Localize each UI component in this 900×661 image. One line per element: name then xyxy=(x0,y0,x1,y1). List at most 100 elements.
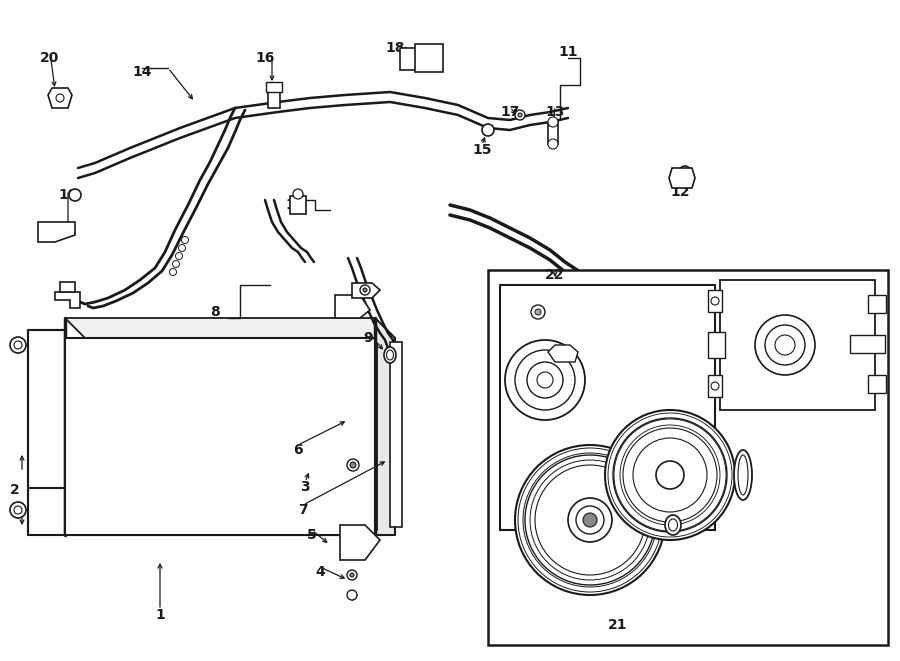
Bar xyxy=(488,270,888,645)
Circle shape xyxy=(350,573,354,577)
Circle shape xyxy=(515,110,525,120)
Polygon shape xyxy=(60,282,75,292)
Text: 4: 4 xyxy=(315,565,325,579)
Circle shape xyxy=(10,337,26,353)
Circle shape xyxy=(482,124,494,136)
Ellipse shape xyxy=(681,170,689,180)
Polygon shape xyxy=(65,318,395,338)
Text: 3: 3 xyxy=(301,480,310,494)
Text: 10: 10 xyxy=(285,198,305,212)
Circle shape xyxy=(537,372,553,388)
Polygon shape xyxy=(548,345,578,362)
Circle shape xyxy=(363,288,367,292)
Bar xyxy=(720,280,875,410)
Ellipse shape xyxy=(665,515,681,535)
Text: 12: 12 xyxy=(670,185,689,199)
Text: 2: 2 xyxy=(10,483,20,497)
Circle shape xyxy=(515,445,665,595)
Circle shape xyxy=(176,253,183,260)
Text: 14: 14 xyxy=(132,65,152,79)
Bar xyxy=(400,48,418,70)
Circle shape xyxy=(293,189,303,199)
Text: 23: 23 xyxy=(608,561,627,575)
Circle shape xyxy=(535,465,645,575)
Bar xyxy=(290,196,306,214)
Circle shape xyxy=(178,245,185,251)
Circle shape xyxy=(583,513,597,527)
Text: 16: 16 xyxy=(256,51,274,65)
Circle shape xyxy=(656,461,684,489)
Polygon shape xyxy=(48,88,72,108)
Circle shape xyxy=(775,335,795,355)
Circle shape xyxy=(755,315,815,375)
Circle shape xyxy=(360,285,370,295)
Circle shape xyxy=(613,418,727,532)
Circle shape xyxy=(535,309,541,315)
Text: 17: 17 xyxy=(500,105,519,119)
Polygon shape xyxy=(65,338,375,535)
Bar xyxy=(548,122,558,144)
Bar xyxy=(868,375,886,393)
Circle shape xyxy=(14,341,22,349)
Circle shape xyxy=(633,438,707,512)
Circle shape xyxy=(531,305,545,319)
Text: 7: 7 xyxy=(298,503,308,517)
Circle shape xyxy=(182,237,188,243)
Ellipse shape xyxy=(669,519,678,531)
Polygon shape xyxy=(352,283,380,298)
Polygon shape xyxy=(669,168,695,188)
Text: 18: 18 xyxy=(385,41,405,55)
Circle shape xyxy=(56,94,64,102)
Text: 22: 22 xyxy=(545,268,565,282)
Circle shape xyxy=(505,340,585,420)
Bar xyxy=(708,375,722,397)
Circle shape xyxy=(173,260,179,268)
Circle shape xyxy=(69,189,81,201)
Text: 11: 11 xyxy=(558,45,578,59)
Circle shape xyxy=(548,117,558,127)
Bar xyxy=(500,285,715,530)
Text: 9: 9 xyxy=(364,331,373,345)
Circle shape xyxy=(169,268,176,276)
Polygon shape xyxy=(55,292,80,308)
Bar xyxy=(266,82,282,92)
Text: 6: 6 xyxy=(293,443,302,457)
Bar xyxy=(415,44,443,72)
Circle shape xyxy=(605,410,735,540)
Circle shape xyxy=(347,590,357,600)
Circle shape xyxy=(350,462,356,468)
Text: 5: 5 xyxy=(307,528,317,542)
Circle shape xyxy=(548,139,558,149)
Text: 8: 8 xyxy=(210,305,220,319)
Bar xyxy=(850,335,885,353)
Polygon shape xyxy=(375,318,395,535)
Circle shape xyxy=(525,455,655,585)
Text: 13: 13 xyxy=(545,105,564,119)
Circle shape xyxy=(518,113,522,117)
Polygon shape xyxy=(708,332,725,358)
Bar xyxy=(390,342,402,527)
Text: 1: 1 xyxy=(155,608,165,622)
Polygon shape xyxy=(335,295,370,318)
Ellipse shape xyxy=(738,455,748,495)
Circle shape xyxy=(515,350,575,410)
Ellipse shape xyxy=(678,166,692,184)
Circle shape xyxy=(10,502,26,518)
Bar xyxy=(268,88,280,108)
Circle shape xyxy=(711,382,719,390)
Ellipse shape xyxy=(734,450,752,500)
Ellipse shape xyxy=(384,347,396,363)
Circle shape xyxy=(623,428,717,522)
Circle shape xyxy=(347,570,357,580)
Circle shape xyxy=(568,498,612,542)
Circle shape xyxy=(14,506,22,514)
Circle shape xyxy=(347,459,359,471)
Polygon shape xyxy=(340,525,380,560)
Ellipse shape xyxy=(386,350,393,360)
Bar xyxy=(708,290,722,312)
Text: 21: 21 xyxy=(608,618,628,632)
Bar xyxy=(868,295,886,313)
Circle shape xyxy=(711,297,719,305)
Text: 19: 19 xyxy=(58,188,77,202)
Circle shape xyxy=(527,362,563,398)
